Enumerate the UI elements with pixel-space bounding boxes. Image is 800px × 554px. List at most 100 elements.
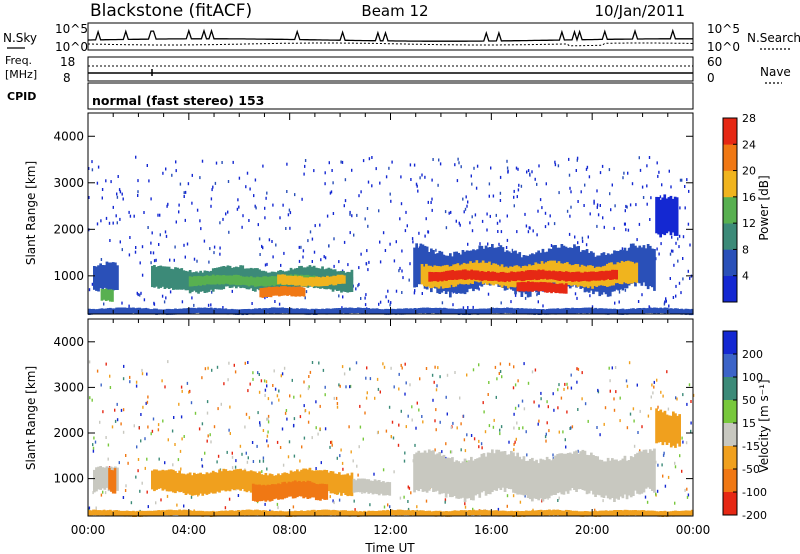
scatter-mark [557, 164, 560, 168]
noise-sky-label: N.Sky [3, 31, 37, 45]
scatter-mark [288, 208, 291, 212]
scatter-mark [128, 253, 131, 257]
scatter-mark [445, 226, 448, 230]
scatter-mark [533, 400, 535, 404]
colorbar-tick-label: 16 [742, 191, 756, 204]
scatter-mark [105, 362, 107, 366]
scatter-mark [655, 492, 657, 496]
scatter-mark [676, 397, 678, 401]
scatter-mark [562, 430, 564, 434]
scatter-mark [135, 384, 138, 388]
scatter-mark [387, 299, 390, 303]
echo-band-5 [277, 274, 346, 287]
scatter-mark [409, 163, 412, 167]
scatter-mark [342, 295, 344, 299]
scatter-mark [625, 204, 627, 208]
scatter-mark [648, 305, 650, 309]
scatter-mark [635, 203, 637, 207]
scatter-mark [434, 448, 436, 452]
scatter-mark [419, 176, 421, 180]
scatter-mark [165, 234, 168, 238]
scatter-mark [625, 379, 628, 383]
scatter-mark [604, 406, 607, 410]
scatter-mark [484, 430, 487, 434]
scatter-mark [608, 168, 611, 172]
scatter-mark [647, 414, 650, 418]
colorbar-tick-label: -15 [742, 440, 760, 453]
scatter-mark [537, 209, 539, 213]
scatter-mark [610, 208, 612, 212]
scatter-mark [366, 366, 368, 370]
scatter-mark [267, 414, 270, 418]
scatter-mark [176, 503, 178, 507]
velocity-panel: 1000 2000 3000 4000 Slant Range [km] 200 100… [24, 318, 771, 554]
scatter-mark [174, 245, 176, 249]
scatter-mark [309, 230, 312, 234]
scatter-mark [490, 166, 492, 170]
scatter-mark [162, 419, 164, 423]
scatter-mark [577, 408, 579, 411]
scatter-mark [379, 300, 382, 304]
scatter-mark [596, 426, 598, 429]
echo-band-11 [88, 307, 694, 316]
scatter-mark [102, 410, 104, 414]
scatter-mark [139, 489, 141, 493]
scatter-mark [602, 216, 604, 220]
scatter-mark [688, 189, 690, 193]
scatter-mark [638, 156, 640, 160]
scatter-mark [651, 383, 653, 387]
scatter-mark [249, 187, 251, 191]
scatter-mark [365, 293, 367, 297]
scatter-mark [413, 291, 416, 295]
scatter-mark [293, 423, 295, 427]
scatter-mark [100, 493, 103, 497]
scatter-mark [266, 434, 269, 438]
scatter-mark [190, 401, 193, 405]
scatter-mark [450, 426, 452, 430]
scatter-mark [343, 204, 345, 208]
scatter-mark [678, 234, 681, 238]
scatter-mark [281, 427, 284, 431]
scatter-mark [403, 495, 405, 499]
scatter-mark [236, 207, 239, 211]
scatter-mark [99, 420, 101, 424]
scatter-mark [330, 190, 333, 194]
scatter-mark [181, 389, 183, 393]
scatter-mark [547, 222, 550, 226]
scatter-mark [690, 421, 692, 425]
scatter-mark [462, 414, 465, 418]
scatter-mark [416, 184, 418, 188]
scatter-mark [161, 379, 163, 383]
scatter-mark [100, 219, 102, 223]
scatter-mark [329, 191, 332, 195]
scatter-mark [199, 219, 201, 223]
scatter-mark [261, 244, 263, 248]
scatter-mark [259, 253, 261, 256]
scatter-mark [431, 208, 433, 212]
scatter-mark [135, 155, 137, 159]
scatter-mark [209, 247, 211, 251]
scatter-mark [585, 167, 588, 171]
scatter-mark [435, 248, 437, 252]
scatter-mark [390, 199, 392, 203]
scatter-mark [603, 422, 605, 426]
scatter-mark [122, 377, 125, 381]
scatter-mark [191, 296, 193, 300]
scatter-mark [684, 206, 686, 210]
scatter-mark [637, 300, 640, 303]
scatter-mark [589, 212, 591, 216]
scatter-mark [511, 248, 514, 252]
scatter-mark [522, 426, 524, 430]
scatter-mark [596, 203, 599, 207]
scatter-mark [489, 214, 491, 218]
scatter-mark [577, 241, 579, 245]
scatter-mark [513, 442, 515, 446]
scatter-mark [264, 296, 266, 300]
scatter-mark [319, 404, 321, 408]
scatter-mark [569, 214, 571, 218]
scatter-mark [662, 474, 664, 478]
scatter-mark [471, 229, 474, 233]
scatter-mark [531, 370, 534, 374]
scatter-mark [150, 241, 152, 245]
scatter-mark [222, 217, 224, 221]
